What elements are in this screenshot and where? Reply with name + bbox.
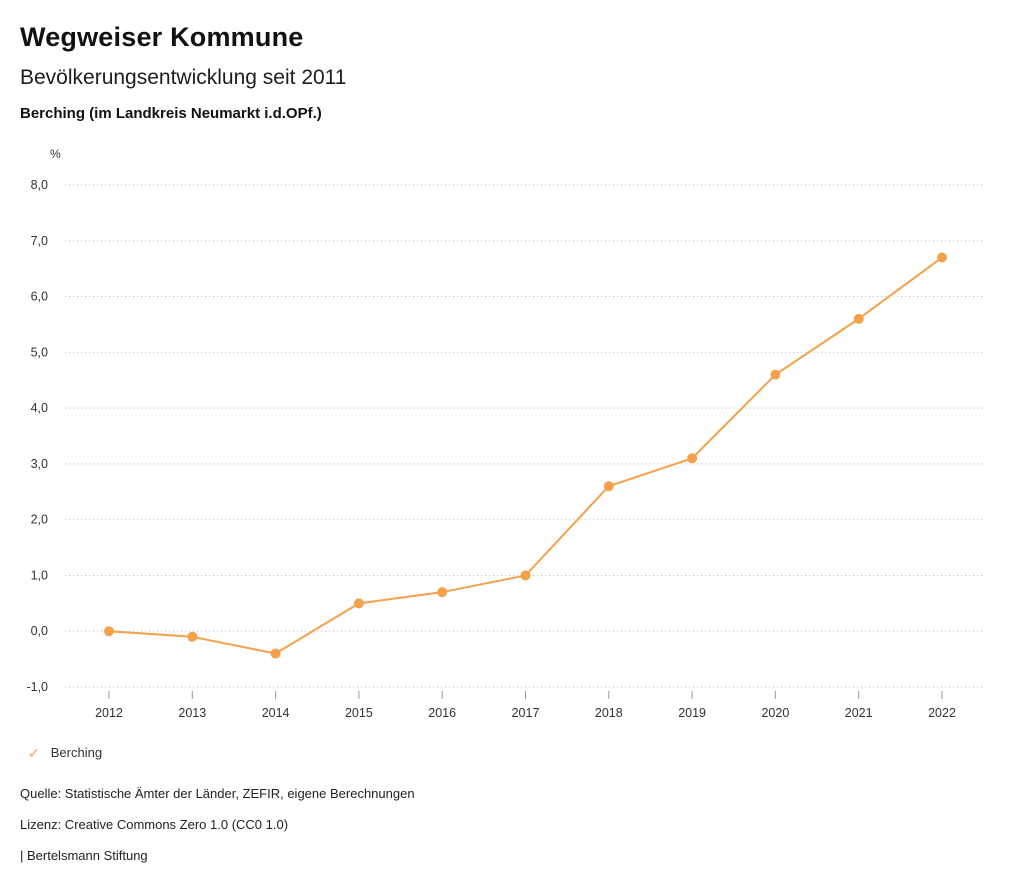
data-point[interactable] xyxy=(770,369,781,380)
page-title: Wegweiser Kommune xyxy=(20,22,304,52)
y-tick-label: -1,0 xyxy=(26,680,48,694)
x-tick-label: 2018 xyxy=(595,706,623,720)
data-point[interactable] xyxy=(937,252,947,263)
attribution-note: | Bertelsmann Stiftung xyxy=(20,848,148,863)
data-point[interactable] xyxy=(853,313,864,324)
legend-check-icon: ✓ xyxy=(28,744,40,761)
y-tick-label: 2,0 xyxy=(31,513,48,527)
x-tick-label: 2012 xyxy=(95,706,123,720)
x-tick-label: 2020 xyxy=(761,706,789,720)
y-tick-label: 4,0 xyxy=(31,401,48,415)
data-point[interactable] xyxy=(187,631,198,642)
data-point[interactable] xyxy=(270,648,281,659)
y-tick-label: 6,0 xyxy=(31,290,48,304)
population-line-chart: 8,0 7,0 6,0 5,0 4,0 3,0 2,0 1,0 0,0 -1,0 2012 2013 2… xyxy=(26,178,985,720)
data-point[interactable] xyxy=(104,626,114,637)
x-tick-label: 2014 xyxy=(262,706,290,720)
x-tick-label: 2017 xyxy=(512,706,540,720)
x-tick-label: 2021 xyxy=(845,706,873,720)
x-tick-label: 2019 xyxy=(678,706,706,720)
y-tick-label: 7,0 xyxy=(31,234,48,248)
x-tick-label: 2016 xyxy=(428,706,456,720)
data-point[interactable] xyxy=(520,570,531,581)
x-tick-label: 2022 xyxy=(928,706,956,720)
trend-line xyxy=(108,256,943,655)
data-point[interactable] xyxy=(603,481,614,492)
data-point[interactable] xyxy=(687,453,698,464)
license-note: Lizenz: Creative Commons Zero 1.0 (CC0 1… xyxy=(20,817,289,832)
y-tick-label: 5,0 xyxy=(31,345,48,359)
legend-label: Berching xyxy=(50,745,103,760)
legend-item-berching[interactable]: ✓ Berching xyxy=(28,745,102,760)
y-tick-label: 1,0 xyxy=(31,568,48,582)
source-note: Quelle: Statistische Ämter der Länder, Z… xyxy=(20,786,415,801)
chart-title: Bevölkerungsentwicklung seit 2011 xyxy=(20,66,347,89)
y-tick-label: 8,0 xyxy=(31,178,48,192)
y-axis-unit-label: % xyxy=(50,147,61,161)
data-point[interactable] xyxy=(437,587,448,598)
y-tick-label: 0,0 xyxy=(31,624,48,638)
x-tick-label: 2013 xyxy=(178,706,206,720)
y-tick-label: 3,0 xyxy=(31,457,48,471)
data-point[interactable] xyxy=(353,598,364,609)
chart-region-subtitle: Berching (im Landkreis Neumarkt i.d.OPf.… xyxy=(20,105,322,122)
x-tick-label: 2015 xyxy=(345,706,373,720)
